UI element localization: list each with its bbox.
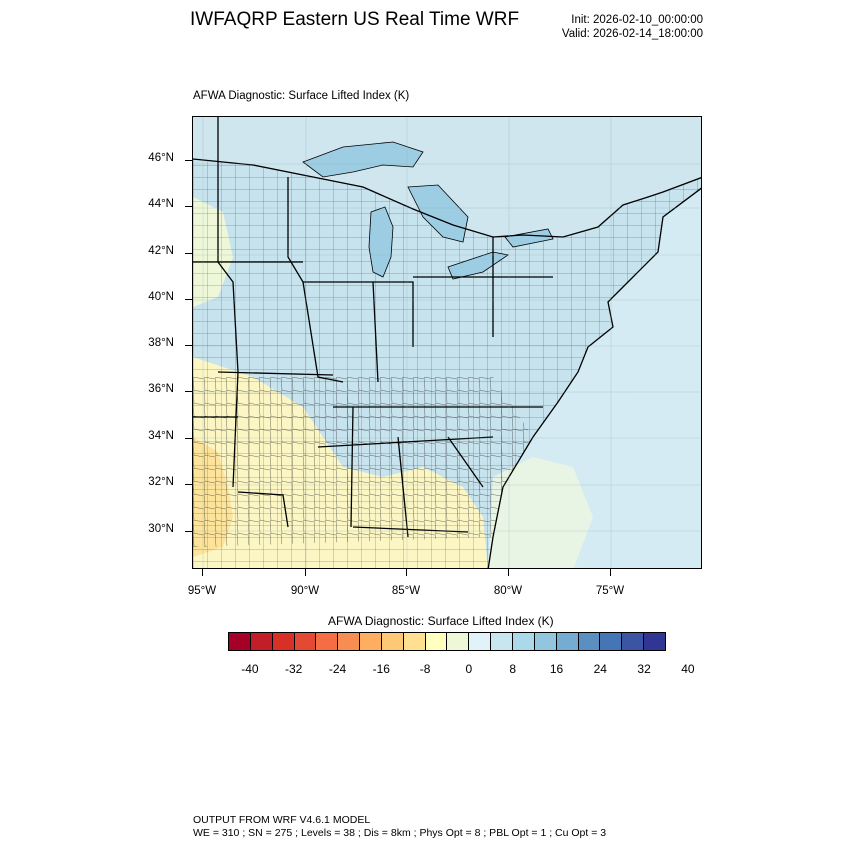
lat-label-40n: 40°N [148, 291, 174, 303]
lat-tick [185, 206, 192, 207]
lat-tick [185, 391, 192, 392]
colorbar-swatch [338, 633, 361, 650]
lon-label-95w: 95°W [187, 585, 217, 597]
state-boundaries [193, 117, 701, 568]
colorbar [228, 632, 666, 651]
colorbar-label: 40 [681, 662, 695, 676]
lat-label-44n: 44°N [148, 198, 174, 210]
model-config: WE = 310 ; SN = 275 ; Levels = 38 ; Dis … [193, 827, 607, 839]
lat-label-46n: 46°N [148, 152, 174, 164]
graticule [193, 117, 701, 568]
lon-label-85w: 85°W [391, 585, 421, 597]
colorbar-swatch [229, 633, 251, 650]
colorbar-swatch [600, 633, 623, 650]
county-boundaries-south [193, 377, 533, 547]
colorbar-swatch [425, 633, 448, 650]
plot-title: IWFAQRP Eastern US Real Time WRF [190, 9, 520, 30]
model-version: OUTPUT FROM WRF V4.6.1 MODEL [193, 814, 371, 826]
colorbar-swatch [578, 633, 601, 650]
colorbar-swatch [250, 633, 273, 650]
lat-label-42n: 42°N [148, 245, 174, 257]
colorbar-swatch [512, 633, 535, 650]
lon-tick [610, 569, 611, 576]
lon-tick [508, 569, 509, 576]
lon-tick [406, 569, 407, 576]
lat-label-34n: 34°N [148, 430, 174, 442]
lat-tick [185, 438, 192, 439]
colorbar-swatch [316, 633, 339, 650]
colorbar-label: -16 [372, 662, 390, 676]
colorbar-label: 8 [509, 662, 517, 676]
lon-label-80w: 80°W [493, 585, 523, 597]
lake-ontario [504, 228, 554, 248]
lat-label-30n: 30°N [148, 523, 174, 535]
lat-tick [185, 160, 192, 161]
forecast-times: Init: 2026-02-10_00:00:00 Valid: 2026-02… [540, 13, 703, 41]
colorbar-swatch [447, 633, 470, 650]
lon-label-90w: 90°W [290, 585, 320, 597]
colorbar-label: -24 [328, 662, 347, 676]
lake-superior [302, 141, 424, 178]
lat-tick [185, 299, 192, 300]
colorbar-label: 0 [465, 662, 473, 676]
colorbar-title: AFWA Diagnostic: Surface Lifted Index (K… [328, 614, 554, 628]
valid-time: Valid: 2026-02-14_18:00:00 [561, 28, 703, 40]
lat-tick [185, 531, 192, 532]
colorbar-swatch [644, 633, 665, 650]
colorbar-label: 16 [549, 662, 564, 676]
lat-label-38n: 38°N [148, 337, 174, 349]
lat-label-32n: 32°N [148, 476, 174, 488]
init-time: Init: 2026-02-10_00:00:00 [571, 14, 703, 26]
lon-tick [202, 569, 203, 576]
colorbar-swatch [469, 633, 492, 650]
lat-label-36n: 36°N [148, 383, 174, 395]
lon-label-75w: 75°W [595, 585, 625, 597]
lake-michigan [368, 206, 394, 278]
map-title: AFWA Diagnostic: Surface Lifted Index (K… [193, 90, 410, 102]
colorbar-label: -40 [241, 662, 259, 676]
colorbar-swatch [491, 633, 513, 650]
lon-tick [305, 569, 306, 576]
colorbar-swatch [403, 633, 426, 650]
colorbar-swatch [381, 633, 404, 650]
colorbar-swatch [556, 633, 579, 650]
colorbar-swatch [272, 633, 295, 650]
colorbar-label: -32 [285, 662, 303, 676]
colorbar-swatch [360, 633, 382, 650]
forecast-map [192, 116, 702, 569]
colorbar-swatch [294, 633, 317, 650]
colorbar-label: 32 [637, 662, 651, 676]
canada-land [193, 117, 701, 237]
offshore-green [488, 457, 593, 568]
model-info-footer: OUTPUT FROM WRF V4.6.1 MODEL WE = 310 ; … [193, 814, 606, 840]
map-canvas [193, 117, 701, 568]
colorbar-swatch [534, 633, 557, 650]
colorbar-label: -8 [419, 662, 431, 676]
lat-tick [185, 484, 192, 485]
lake-huron [407, 184, 469, 243]
colorbar-swatch [622, 633, 645, 650]
colorbar-label: 24 [593, 662, 607, 676]
lat-tick [185, 345, 192, 346]
lat-tick [185, 253, 192, 254]
